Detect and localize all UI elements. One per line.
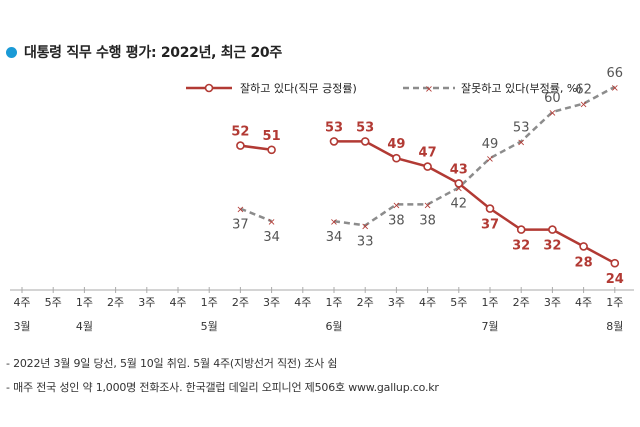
disapprove-point-7: × [236,205,244,216]
disapprove-label-18: 62 [575,83,592,98]
legend-disapprove-marker: × [425,84,433,95]
title-bullet-icon [6,46,17,58]
approve-label-10: 53 [325,120,343,135]
footnote-1: - 2022년 3월 9일 당선, 5월 10일 취임. 5월 4주(지방선거 … [6,357,338,370]
approve-label-18: 28 [575,255,593,270]
legend-approve-marker [204,83,214,93]
chart-title-row: 대통령 직무 수행 평가: 2022년, 최근 20주 [6,42,282,62]
disapprove-label-10: 34 [326,230,343,245]
x-tick-label-3: 2주 [107,296,124,309]
legend: 잘하고 있다(직무 긍정률) × 잘못하고 있다(부정률, %) [186,81,582,95]
disapprove-label-17: 60 [544,91,561,106]
approve-point-12 [392,153,401,163]
disapprove-point-13: × [423,200,431,211]
month-label-3월: 3월 [13,320,30,333]
x-tick-label-15: 1주 [481,296,498,309]
disapprove-label-11: 33 [357,234,374,249]
x-tick-label-4: 3주 [138,296,155,309]
legend-disapprove-label: 잘못하고 있다(부정률, %) [461,81,582,95]
x-tick-label-7: 2주 [232,296,249,309]
x-tick-label-2: 1주 [76,296,93,309]
x-tick-label-16: 2주 [513,296,530,309]
footnote-2: - 매주 전국 성인 약 1,000명 전화조사. 한국갤럽 데일리 오피니언 … [6,381,439,394]
x-tick-label-18: 4주 [575,296,592,309]
month-label-8월: 8월 [606,320,623,333]
month-label-7월: 7월 [481,320,498,333]
legend-approve-label: 잘하고 있다(직무 긍정률) [240,81,357,95]
disapprove-point-19: × [611,83,619,94]
approve-point-14 [454,179,464,188]
disapprove-label-13: 38 [419,213,436,228]
disapprove-point-14: × [455,184,463,195]
disapprove-point-11: × [361,221,369,232]
disapprove-label-7: 37 [232,218,249,233]
disapprove-line-0 [239,207,273,223]
disapprove-point-8: × [267,217,275,228]
approve-point-17 [548,225,557,234]
x-tick-label-1: 5주 [45,296,62,309]
approve-label-13: 47 [419,146,437,161]
approve-label-15: 37 [481,218,499,233]
approve-label-7: 52 [231,125,249,140]
approve-point-16 [516,225,526,234]
approve-line-0 [240,144,272,152]
disapprove-point-18: × [579,100,587,111]
month-label-5월: 5월 [201,320,218,333]
plot-area: 잘하고 있다(직무 긍정률) × 잘못하고 있다(부정률, %) 4주 5주 1주 2주 3… [10,66,634,333]
month-label-6월: 6월 [325,320,342,333]
series-layer: × 37 × 34 × 34 × 33 × 38 × 38 × 42 × 49 × 53 × 60 × 62 × 66 52 51… [231,66,623,287]
approve-point-7 [236,141,245,150]
x-tick-label-8: 3주 [263,296,280,309]
approve-point-11 [360,137,370,146]
x-tick-label-19: 1주 [606,296,623,309]
x-tick-label-5: 4주 [169,296,186,309]
disapprove-label-12: 38 [388,213,405,228]
approve-label-19: 24 [606,272,624,287]
disapprove-point-10: × [330,217,338,228]
approve-point-8 [267,145,276,155]
x-tick-label-9: 4주 [294,296,311,309]
x-tick-label-11: 2주 [357,296,374,309]
approve-point-19 [610,258,620,268]
x-tick-label-6: 1주 [201,296,218,309]
disapprove-point-17: × [548,108,556,119]
chart-title: 대통령 직무 수행 평가: 2022년, 최근 20주 [24,45,282,61]
x-tick-label-12: 3주 [388,296,405,309]
approve-point-18 [579,242,588,251]
approve-label-8: 51 [263,129,281,144]
approve-line-1 [334,140,616,265]
disapprove-point-15: × [486,154,494,165]
disapprove-point-12: × [392,200,400,211]
approve-label-11: 53 [356,120,374,135]
x-tick-label-14: 5주 [450,296,467,309]
approve-label-12: 49 [387,137,405,152]
x-tick-label-0: 4주 [13,296,30,309]
x-tick-label-17: 3주 [544,296,561,309]
approve-label-14: 43 [450,162,468,177]
x-tick-label-13: 4주 [419,296,436,309]
approve-label-17: 32 [543,239,561,254]
month-label-4월: 4월 [76,320,93,333]
approve-label-16: 32 [512,239,530,254]
x-tick-label-10: 1주 [325,296,342,309]
disapprove-label-19: 66 [607,66,624,81]
disapprove-label-14: 42 [451,197,468,212]
approve-point-10 [329,137,339,146]
disapprove-label-8: 34 [263,230,280,245]
approve-point-15 [485,204,495,213]
disapprove-label-16: 53 [513,120,530,135]
disapprove-point-16: × [517,137,525,148]
disapprove-label-15: 49 [482,137,499,152]
disapprove-line-1 [333,85,616,227]
x-axis: 4주 5주 1주 2주 3주 4주 1주 2주 3주 4주 1주 2주 3주 4주 5주 1주 2주 3주 4주 1주… [10,287,634,333]
approve-point-13 [423,162,432,171]
